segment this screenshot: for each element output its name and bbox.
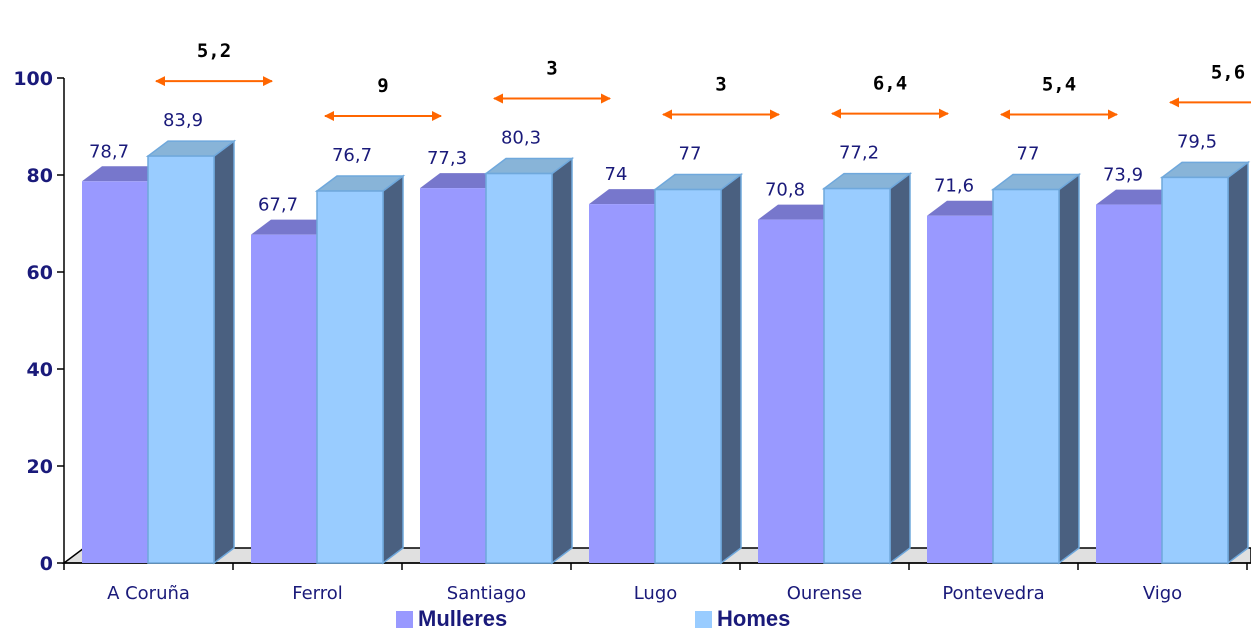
data-label-homes-a-coruna: 83,9: [163, 110, 203, 131]
legend-item-homes: Homes: [695, 606, 790, 632]
difference-value-lugo: 3: [715, 74, 726, 96]
difference-annotations: 5,2 9 3 3 6,4 5,4 5,6: [155, 40, 1251, 122]
y-tick-label: 80: [27, 165, 53, 187]
bar-mulleres-santiago: [420, 188, 486, 563]
bar-mulleres-ferrol: [251, 234, 317, 563]
x-tick-label: Lugo: [634, 583, 678, 604]
x-tick-label: Ferrol: [292, 583, 343, 604]
y-tick-label: 100: [13, 68, 53, 90]
data-label-homes-ferrol: 76,7: [332, 145, 372, 166]
data-label-mulleres-ferrol: 67,7: [258, 195, 298, 216]
data-label-mulleres-lugo: 74: [605, 164, 628, 185]
legend-swatch-homes: [695, 610, 712, 628]
bar-top-mulleres-lugo: [589, 189, 675, 205]
bar-mulleres-lugo: [589, 204, 655, 563]
bar-side-homes-vigo: [1227, 160, 1249, 565]
data-label-mulleres-santiago: 77,3: [427, 148, 467, 169]
bar-homes-pontevedra: [992, 188, 1060, 564]
x-tick-label: Santiago: [447, 583, 526, 604]
bar-mulleres-ourense: [758, 219, 824, 563]
bar-homes-ferrol: [316, 190, 384, 564]
data-label-homes-lugo: 77: [679, 144, 702, 165]
x-tick-label: Ourense: [787, 583, 863, 604]
bar-side-homes-lugo: [720, 173, 742, 565]
bar-mulleres-vigo: [1096, 204, 1162, 563]
bar-side-homes-pontevedra: [1058, 173, 1080, 565]
data-label-homes-santiago: 80,3: [501, 128, 541, 149]
data-label-mulleres-pontevedra: 71,6: [934, 176, 974, 197]
bar-mulleres-a-coruna: [82, 181, 148, 563]
legend-label-homes: Homes: [717, 606, 791, 631]
bar-top-mulleres-santiago: [420, 173, 506, 189]
data-label-mulleres-vigo: 73,9: [1103, 165, 1143, 186]
bar-side-homes-ferrol: [382, 174, 404, 565]
bar-top-mulleres-vigo: [1096, 189, 1182, 205]
bar-top-mulleres-pontevedra: [927, 200, 1013, 216]
bar-side-homes-santiago: [551, 157, 573, 565]
difference-value-vigo: 5,6: [1211, 61, 1245, 83]
bar-homes-ourense: [823, 187, 891, 564]
bar-homes-santiago: [485, 172, 553, 564]
data-labels: 78,7 83,9 67,7 76,7 77,3 80,3 74 77 70,8 77,2 71,6…: [89, 110, 1217, 216]
difference-value-pontevedra: 5,4: [1042, 74, 1076, 96]
bar-mulleres-pontevedra: [927, 215, 993, 564]
legend-item-mulleres: Mulleres: [396, 606, 507, 632]
y-tick-label: 20: [27, 456, 53, 478]
bar-homes-a-coruna: [147, 155, 215, 564]
bars: [82, 139, 1251, 565]
bar-top-mulleres-ourense: [758, 204, 844, 220]
data-label-homes-pontevedra: 77: [1017, 144, 1040, 165]
bar-homes-lugo: [654, 188, 722, 564]
data-label-mulleres-ourense: 70,8: [765, 180, 805, 201]
difference-value-santiago: 3: [546, 58, 557, 80]
legend-swatch-mulleres: [396, 610, 413, 628]
difference-value-ferrol: 9: [377, 75, 388, 97]
y-tick-label: 60: [27, 262, 53, 284]
difference-value-a-coruna: 5,2: [197, 40, 231, 62]
x-tick-label: Pontevedra: [942, 583, 1044, 604]
y-tick-label: 40: [27, 359, 53, 381]
data-label-homes-vigo: 79,5: [1177, 131, 1217, 152]
bar-side-homes-ourense: [889, 172, 911, 565]
bar-top-mulleres-a-coruna: [82, 166, 168, 182]
bar-side-homes-a-coruna: [213, 139, 235, 565]
data-label-homes-ourense: 77,2: [839, 143, 879, 164]
x-tick-label: A Coruña: [107, 583, 190, 604]
legend-label-mulleres: Mulleres: [418, 606, 508, 631]
data-label-mulleres-a-coruna: 78,7: [89, 141, 129, 162]
y-tick-label: 0: [40, 553, 53, 575]
difference-value-ourense: 6,4: [873, 73, 907, 95]
bar-top-mulleres-ferrol: [251, 219, 337, 235]
x-tick-label: Vigo: [1143, 583, 1182, 604]
bar-homes-vigo: [1161, 176, 1229, 564]
